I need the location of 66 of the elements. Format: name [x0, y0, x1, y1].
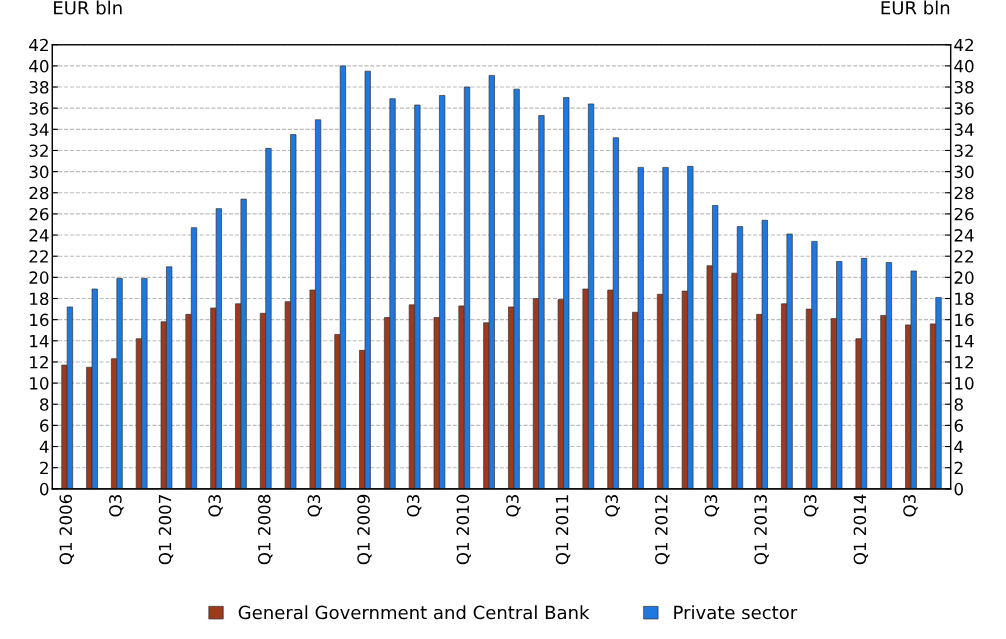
y2-tick-label: 32 — [954, 144, 973, 158]
y2-tick-label: 30 — [954, 165, 974, 179]
y2-tick-label: 12 — [955, 355, 973, 369]
x-tick-label: Q1 2008 — [257, 494, 273, 565]
y-tick-label: 18 — [30, 292, 49, 306]
legend-label: General Government and Central Bank — [238, 605, 590, 620]
y2-tick-label: 40 — [954, 59, 974, 73]
y-tick-label: 30 — [29, 165, 49, 179]
x-tick-label: Q1 2007 — [158, 495, 174, 565]
x-tick-label: Q1 2009 — [357, 494, 372, 565]
y2-tick-label: 26 — [954, 207, 974, 221]
y-tick-label: 20 — [29, 271, 49, 284]
y-tick-label: 16 — [30, 313, 49, 327]
x-tick-label: Q1 2011 — [555, 495, 571, 565]
y-tick-label: 12 — [30, 355, 48, 369]
y2-tick-label: 16 — [955, 313, 974, 327]
y2-tick-label: 36 — [954, 102, 974, 115]
y-tick-label: 28 — [29, 186, 49, 200]
y2-tick-label: 2 — [954, 461, 963, 475]
y-tick-label: 26 — [29, 207, 49, 221]
y2-tick-label: 20 — [954, 271, 974, 284]
x-tick-label: Q3 — [406, 495, 422, 517]
y2-tick-label: 24 — [954, 229, 974, 242]
y2-tick-label: 38 — [954, 80, 974, 94]
y-tick-label: 22 — [29, 250, 48, 263]
y-tick-label: 34 — [29, 123, 49, 136]
y2-tick-label: 8 — [954, 398, 963, 411]
x-tick-label: Q3 — [208, 495, 223, 517]
x-tick-label: Q3 — [803, 495, 819, 517]
x-tick-label: Q1 2006 — [59, 494, 74, 565]
y2-tick-label: 22 — [954, 250, 973, 263]
y-tick-label: 6 — [40, 419, 49, 432]
y2-tick-label: 34 — [954, 123, 974, 136]
y2-tick-label: 0 — [954, 482, 963, 496]
y2-tick-label: 4 — [954, 440, 964, 453]
y-tick-label: 0 — [40, 482, 49, 496]
y2-axis-title: EUR bln — [881, 0, 950, 15]
x-tick-label: Q3 — [506, 495, 521, 517]
x-tick-label: Q3 — [903, 495, 918, 517]
x-tick-label: Q3 — [605, 495, 620, 517]
y2-tick-label: 6 — [954, 419, 963, 432]
y2-tick-label: 10 — [955, 377, 974, 390]
y2-tick-label: 28 — [954, 186, 974, 200]
y-tick-label: 32 — [29, 144, 48, 158]
y2-tick-label: 42 — [954, 38, 973, 52]
x-tick-label: Q1 2013 — [754, 495, 769, 565]
y-tick-label: 10 — [30, 377, 49, 390]
y-tick-label: 42 — [29, 38, 48, 52]
y-tick-label: 2 — [40, 461, 48, 475]
x-tick-label: Q1 2014 — [853, 494, 869, 565]
y-tick-label: 8 — [40, 398, 49, 411]
y-tick-label: 40 — [29, 59, 49, 73]
y-tick-label: 4 — [39, 440, 49, 453]
y-tick-label: 24 — [29, 229, 49, 242]
y2-tick-label: 14 — [955, 334, 974, 348]
y-tick-label: 14 — [30, 334, 49, 348]
x-tick-label: Q3 — [109, 495, 124, 517]
x-tick-label: Q3 — [704, 495, 720, 517]
y-tick-label: 36 — [29, 102, 49, 115]
x-tick-label: Q1 2012 — [655, 495, 670, 565]
x-tick-label: Q1 2010 — [456, 494, 472, 565]
y-tick-label: 38 — [29, 80, 49, 94]
legend-label: Private sector — [674, 605, 798, 620]
y2-tick-label: 18 — [955, 292, 974, 306]
x-tick-label: Q3 — [307, 495, 323, 517]
y-axis-title: EUR bln — [54, 0, 122, 15]
